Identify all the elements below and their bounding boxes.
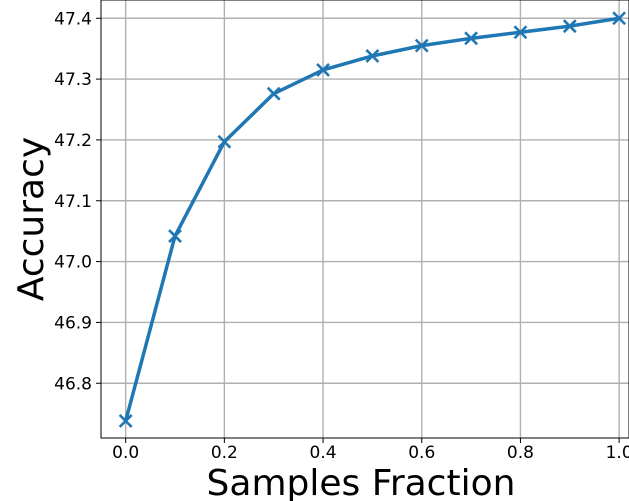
data-point-marker — [414, 38, 429, 53]
y-tick-label: 47.1 — [54, 192, 92, 212]
series-layer — [118, 11, 627, 428]
x-axis-label: Samples Fraction — [207, 463, 516, 501]
x-tick-label: 0.0 — [112, 443, 139, 463]
x-tick-label: 0.2 — [211, 443, 238, 463]
data-point-marker — [316, 63, 330, 77]
x-grid-lines — [124, 0, 620, 438]
x-tick-label: 0.6 — [408, 443, 435, 463]
y-tick-label: 47.4 — [54, 9, 92, 29]
y-tick-label: 47.0 — [54, 253, 92, 273]
data-point-marker — [266, 86, 281, 101]
data-point-marker — [513, 25, 528, 40]
data-point-marker — [118, 414, 133, 428]
x-axis-ticks: 0.0 0.2 0.4 0.6 0.8 1.0 — [112, 438, 629, 463]
data-point-marker — [562, 19, 577, 34]
x-tick-label: 0.4 — [310, 443, 337, 463]
y-tick-label: 46.8 — [54, 374, 92, 394]
y-axis-ticks: 46.8 46.9 47.0 47.1 47.2 47.3 47.4 — [54, 9, 101, 394]
data-point-marker — [612, 11, 627, 26]
y-axis-label: Accuracy — [11, 137, 52, 301]
data-point-marker — [217, 134, 232, 149]
x-tick-label: 0.8 — [507, 443, 534, 463]
x-tick-label: 1.0 — [606, 443, 629, 463]
y-tick-label: 46.9 — [54, 313, 92, 333]
y-grid-lines — [101, 17, 629, 384]
y-tick-label: 47.3 — [54, 70, 92, 90]
data-point-marker — [464, 31, 479, 46]
data-point-marker — [168, 229, 182, 243]
data-point-marker — [365, 49, 380, 63]
y-tick-label: 47.2 — [54, 131, 92, 151]
plot-area-frame — [100, 0, 629, 439]
